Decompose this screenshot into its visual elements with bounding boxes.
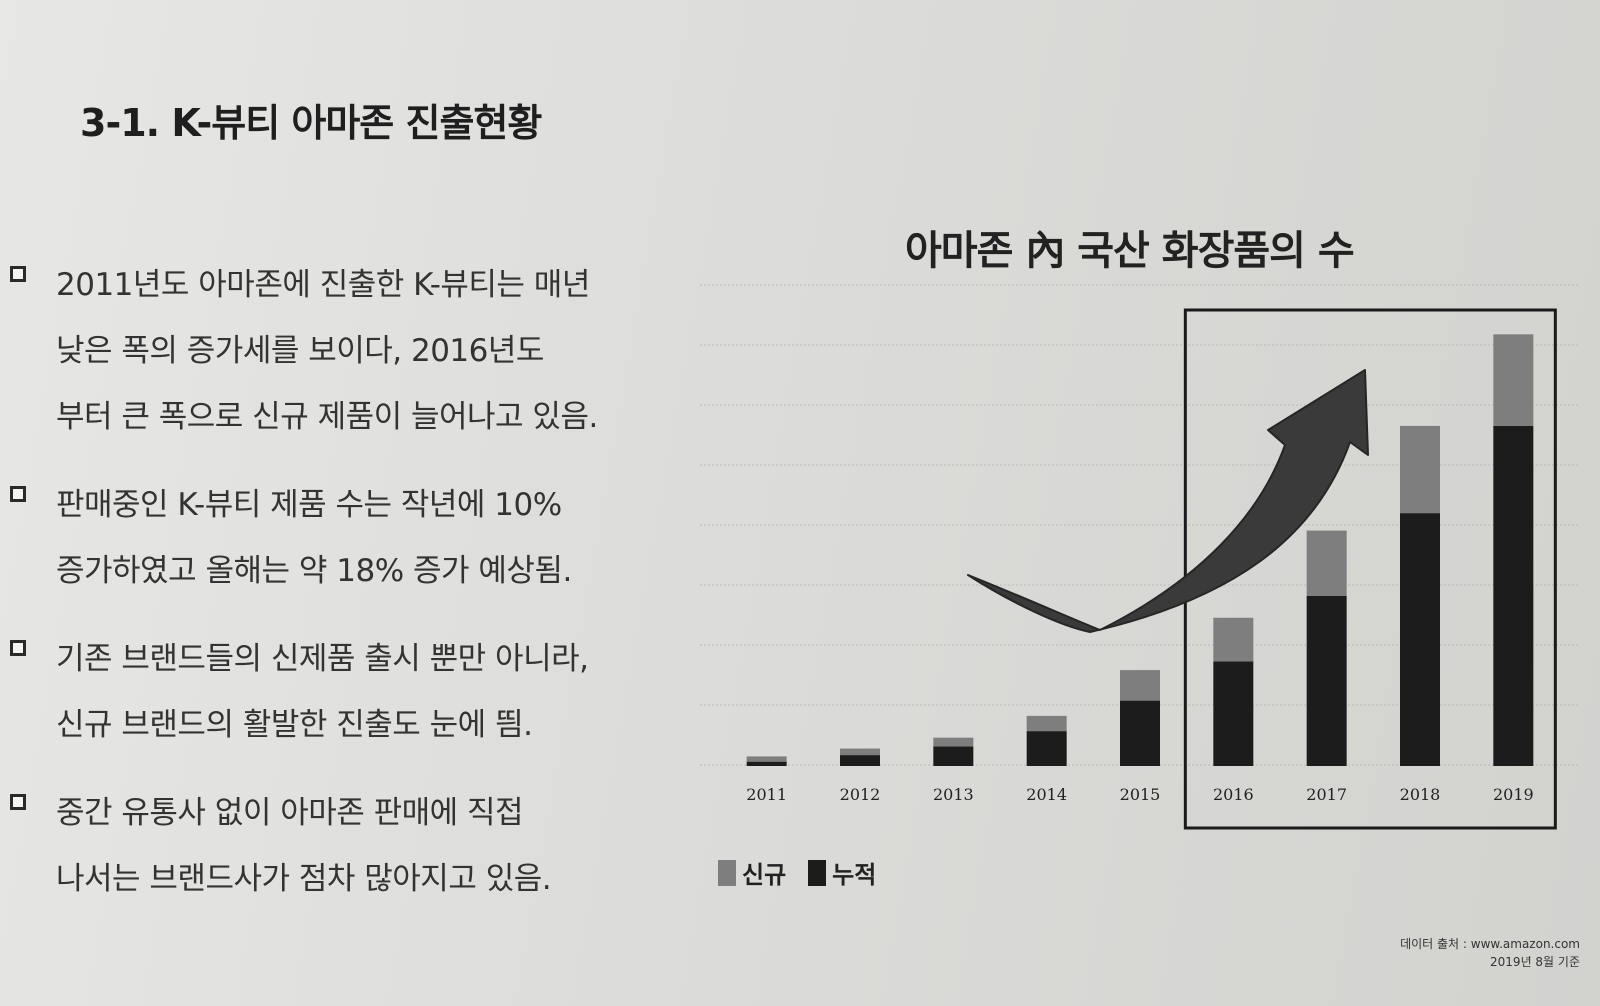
- bar-new-2014: [1026, 715, 1067, 732]
- highlight-box: [1183, 308, 1557, 830]
- bar-new-2012: [840, 748, 880, 756]
- bullet-text: 2011년도 아마존에 진출한 K-뷰티는 매년: [56, 267, 590, 303]
- chart-title: 아마존 內 국산 화장품의 수: [905, 228, 1355, 274]
- bullet-text: 부터 큰 폭으로 신규 제품이 늘어나고 있음.: [56, 399, 598, 435]
- bullet-text: 중간 유통사 없이 아마존 판매에 직접: [56, 795, 524, 831]
- x-tick-label: 2017: [1306, 785, 1347, 804]
- bullet-text: 신규 브랜드의 활발한 진출도 눈에 띔.: [56, 707, 533, 743]
- bar-new-2016: [1213, 617, 1254, 662]
- checkbox-icon: [10, 640, 26, 656]
- bullet-item: 기존 브랜드들의 신제품 출시 뿐만 아니라, 신규 브랜드의 활발한 진출도 …: [10, 626, 690, 758]
- bullet-text: 증가하였고 올해는 약 18% 증가 예상됨.: [56, 553, 572, 589]
- bar-cumulative-2012: [840, 755, 880, 766]
- bar-new-2018: [1400, 425, 1440, 514]
- bullet-list: 2011년도 아마존에 진출한 K-뷰티는 매년 낮은 폭의 증가세를 보이다,…: [10, 252, 690, 934]
- legend-label-new: 신규: [742, 861, 787, 889]
- section-title: 3-1. K-뷰티 아마존 진출현황: [80, 101, 542, 145]
- x-tick-label: 2011: [746, 785, 787, 804]
- bar-cumulative-2017: [1306, 595, 1347, 766]
- bullet-item: 판매중인 K-뷰티 제품 수는 작년에 10% 증가하였고 올해는 약 18% …: [10, 472, 690, 604]
- data-source: 데이터 출처 : www.amazon.com 2019년 8월 기준: [1330, 935, 1580, 971]
- bar-cumulative-2011: [746, 761, 787, 766]
- bar-cumulative-2014: [1026, 731, 1067, 766]
- bar-new-2019: [1493, 334, 1534, 426]
- x-tick-label: 2018: [1400, 785, 1441, 804]
- x-tick-label: 2014: [1026, 785, 1067, 804]
- bar-cumulative-2015: [1120, 700, 1160, 766]
- bar-chart: 2011 2012 2013 2014 2015 2016 2017 2018 2019: [700, 284, 1580, 830]
- x-tick-label: 2016: [1213, 785, 1254, 804]
- bar-cumulative-2016: [1213, 661, 1254, 766]
- x-tick-label: 2012: [840, 785, 881, 804]
- bar-new-2013: [933, 737, 974, 747]
- bullet-text: 기존 브랜드들의 신제품 출시 뿐만 아니라,: [56, 641, 589, 677]
- bar-cumulative-2018: [1400, 513, 1440, 766]
- bar-new-2011: [746, 756, 787, 762]
- checkbox-icon: [10, 794, 26, 810]
- bullet-text: 나서는 브랜드사가 점차 많아지고 있음.: [56, 861, 552, 897]
- bar-new-2017: [1306, 530, 1347, 596]
- source-date: 2019년 8월 기준: [1490, 955, 1580, 969]
- legend-label-cumulative: 누적: [832, 861, 877, 889]
- source-line: 데이터 출처 : www.amazon.com: [1400, 937, 1580, 951]
- checkbox-icon: [10, 266, 26, 282]
- bar-new-2015: [1120, 670, 1160, 701]
- bar-cumulative-2013: [933, 746, 974, 766]
- legend-swatch-cumulative: [808, 859, 827, 886]
- bullet-item: 중간 유통사 없이 아마존 판매에 직접 나서는 브랜드사가 점차 많아지고 있…: [10, 780, 690, 912]
- chart-legend: 신규 누적: [718, 855, 876, 890]
- bullet-item: 2011년도 아마존에 진출한 K-뷰티는 매년 낮은 폭의 증가세를 보이다,…: [10, 252, 690, 450]
- bullet-text: 판매중인 K-뷰티 제품 수는 작년에 10%: [56, 487, 562, 523]
- bullet-text: 낮은 폭의 증가세를 보이다, 2016년도: [56, 333, 544, 369]
- x-tick-label: 2015: [1120, 785, 1161, 804]
- legend-swatch-new: [718, 859, 736, 886]
- bar-cumulative-2019: [1493, 425, 1534, 766]
- legend-item-new: 신규: [718, 855, 786, 890]
- legend-item-cumulative: 누적: [808, 855, 876, 890]
- x-tick-label: 2019: [1493, 785, 1534, 804]
- checkbox-icon: [10, 486, 26, 502]
- trend-arrow-icon: [967, 369, 1369, 633]
- x-tick-label: 2013: [933, 785, 974, 804]
